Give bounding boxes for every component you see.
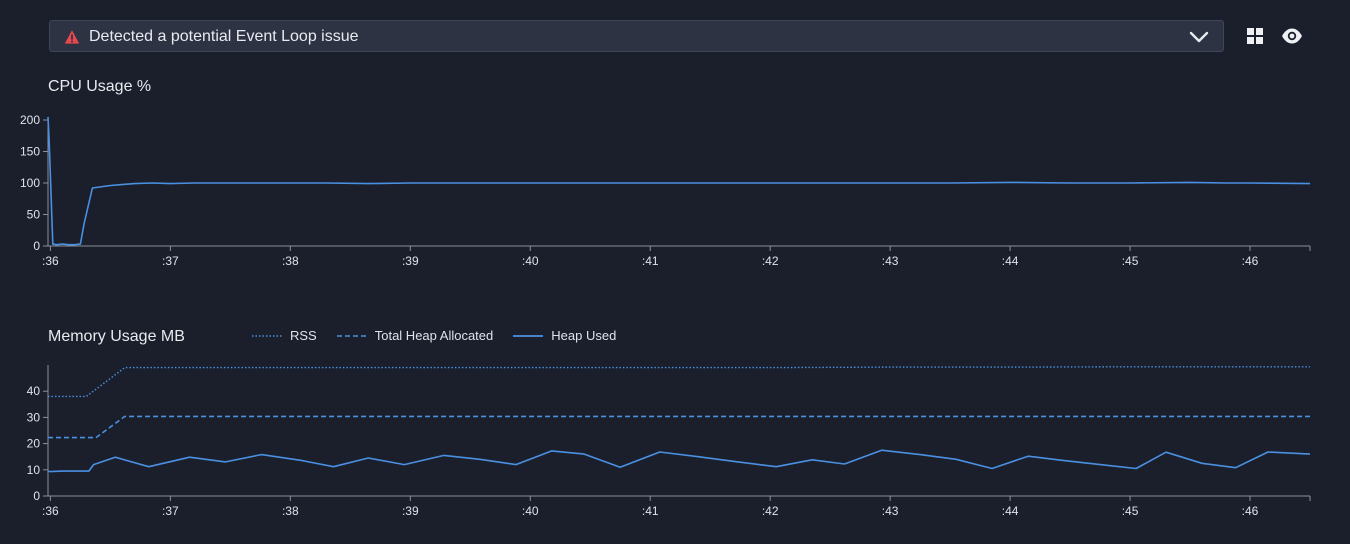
series-line-total-heap-allocated bbox=[48, 415, 1310, 439]
eye-icon[interactable] bbox=[1281, 27, 1303, 45]
x-tick-label: :44 bbox=[1002, 504, 1019, 518]
x-tick-label: :39 bbox=[402, 504, 419, 518]
legend-label-rss: RSS bbox=[290, 328, 317, 343]
y-tick-label: 10 bbox=[27, 463, 41, 477]
x-tick-label: :37 bbox=[162, 254, 179, 268]
legend-item-total-heap: Total Heap Allocated bbox=[336, 328, 494, 343]
legend-label-total-heap: Total Heap Allocated bbox=[374, 328, 494, 343]
cpu-chart-title: CPU Usage % bbox=[48, 78, 152, 95]
x-tick-label: :42 bbox=[762, 254, 779, 268]
warning-triangle-icon bbox=[64, 30, 80, 44]
x-tick-label: :43 bbox=[882, 254, 899, 268]
x-tick-label: :43 bbox=[882, 504, 899, 518]
y-tick-label: 50 bbox=[27, 208, 41, 222]
memory-chart-title: Memory Usage MB bbox=[48, 328, 185, 345]
y-tick-label: 200 bbox=[20, 113, 40, 127]
y-tick-label: 40 bbox=[27, 384, 41, 398]
legend-swatch-dashed bbox=[336, 334, 367, 337]
series-line-heap-used bbox=[47, 449, 1311, 473]
y-tick-label: 0 bbox=[33, 239, 40, 253]
legend-item-heap-used: Heap Used bbox=[513, 328, 616, 343]
y-tick-label: 100 bbox=[20, 176, 40, 190]
x-tick-label: :46 bbox=[1242, 254, 1259, 268]
y-tick-label: 0 bbox=[33, 489, 40, 503]
cpu-usage-chart: 0 50 100 150 200 :36 :37 :38 :39 :40 :41 :42 :43 :44:… bbox=[20, 113, 1311, 268]
x-tick-label: :38 bbox=[282, 504, 299, 518]
x-tick-label: :41 bbox=[642, 254, 659, 268]
alert-message: Detected a potential Event Loop issue bbox=[89, 28, 359, 45]
x-tick-label: :44 bbox=[1002, 254, 1019, 268]
y-tick-label: 20 bbox=[27, 437, 41, 451]
x-tick-label: :38 bbox=[282, 254, 299, 268]
series-line-0 bbox=[47, 116, 1311, 246]
series-line-rss bbox=[48, 366, 1310, 398]
x-tick-label: :40 bbox=[522, 504, 539, 518]
legend-item-rss: RSS bbox=[252, 328, 317, 343]
x-tick-label: :40 bbox=[522, 254, 539, 268]
y-tick-label: 30 bbox=[27, 410, 41, 424]
memory-usage-chart: 0 10 20 30 40 :36 :37 :38 :39 :40 :41 :42 :43 :44 :45:… bbox=[27, 365, 1311, 518]
legend-swatch-dotted bbox=[252, 334, 282, 337]
x-tick-label: :45 bbox=[1122, 504, 1139, 518]
x-tick-label: :36 bbox=[42, 254, 59, 268]
grid-icon[interactable] bbox=[1246, 27, 1264, 45]
chevron-down-icon[interactable] bbox=[1189, 30, 1209, 44]
x-tick-label: :36 bbox=[42, 504, 59, 518]
legend-swatch-solid bbox=[513, 334, 544, 337]
event-loop-alert-dropdown[interactable]: Detected a potential Event Loop issue bbox=[49, 20, 1224, 52]
x-tick-label: :39 bbox=[402, 254, 419, 268]
x-tick-label: :37 bbox=[162, 504, 179, 518]
x-tick-label: :46 bbox=[1242, 504, 1259, 518]
x-tick-label: :41 bbox=[642, 504, 659, 518]
x-tick-label: :42 bbox=[762, 504, 779, 518]
x-tick-label: :45 bbox=[1122, 254, 1139, 268]
y-tick-label: 150 bbox=[20, 145, 40, 159]
legend-label-heap-used: Heap Used bbox=[551, 328, 617, 343]
memory-legend: RSS Total Heap Allocated Heap Used bbox=[252, 328, 636, 343]
